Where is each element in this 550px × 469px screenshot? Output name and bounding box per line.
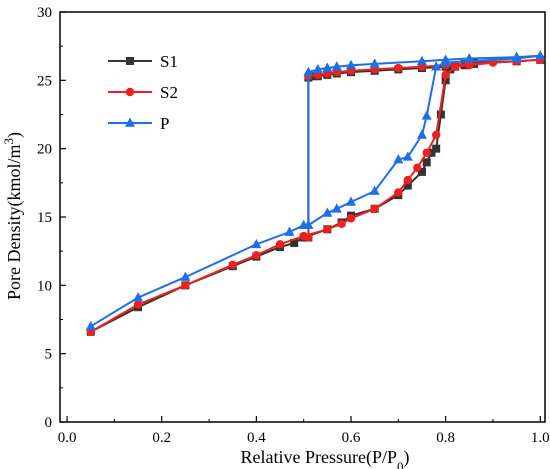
data-point-s1: [290, 238, 299, 247]
data-point-p: [322, 207, 333, 217]
legend-label-s1: S1: [160, 52, 178, 71]
data-point-s1: [427, 148, 436, 157]
data-point-p: [284, 226, 295, 236]
x-axis-title: Relative Pressure(P/P0): [241, 447, 410, 469]
data-point-p: [440, 57, 451, 67]
data-point-p: [431, 61, 442, 71]
data-point-s2: [346, 214, 356, 223]
data-point-p: [535, 50, 546, 60]
x-tick-label: 1.0: [531, 430, 550, 446]
series-line-p: [90, 54, 542, 328]
data-point-s1: [432, 144, 441, 153]
y-tick-label: 10: [37, 278, 52, 294]
legend-marker-p: [125, 117, 135, 127]
data-point-s1: [403, 181, 412, 190]
data-point-s2: [431, 130, 441, 140]
x-tick-label: 0.8: [436, 430, 455, 446]
data-point-p: [416, 129, 427, 139]
data-point-p: [416, 55, 427, 65]
data-point-p: [312, 63, 323, 74]
data-point-p: [85, 320, 96, 331]
legend: S1 S2 P: [108, 52, 178, 133]
data-point-p: [180, 271, 191, 281]
data-point-s2: [181, 281, 190, 290]
data-point-s2: [370, 204, 379, 213]
data-point-s2: [394, 63, 403, 73]
data-point-s1: [417, 167, 426, 176]
data-point-p: [369, 185, 380, 195]
data-point-p: [251, 238, 262, 249]
legend-label-s2: S2: [160, 83, 178, 102]
data-point-p: [331, 61, 342, 71]
data-point-s2: [252, 251, 261, 260]
legend-marker-s2: [125, 87, 135, 97]
series-s2: [86, 55, 545, 336]
plot-frame: [59, 11, 546, 423]
y-tick-label: 5: [45, 347, 53, 363]
data-point-p: [393, 154, 404, 164]
series-line-s1: [90, 58, 542, 333]
x-tick-label: 0.6: [342, 430, 361, 446]
ticks-layer: 0.0 0.2 0.4 0.6 0.8 1.0 0 5 10 15 20 25 30: [37, 5, 550, 446]
data-point-p: [133, 292, 144, 302]
data-point-p: [402, 151, 413, 161]
data-point-s2: [422, 148, 431, 157]
data-point-s1: [446, 65, 455, 74]
data-point-s1: [422, 158, 431, 167]
x-tick-label: 0.2: [152, 430, 171, 446]
data-point-p: [464, 52, 475, 63]
data-point-s2: [133, 300, 143, 309]
legend-marker-s1: [126, 57, 134, 65]
y-tick-label: 20: [37, 142, 52, 158]
data-point-s2: [304, 233, 313, 242]
data-point-p: [421, 110, 432, 120]
x-tick-label: 0.4: [247, 430, 266, 446]
data-point-p: [303, 219, 314, 229]
y-axis-title: Pore Density(kmol/m3): [1, 132, 26, 300]
y-tick-label: 15: [37, 210, 52, 226]
series-line-s2: [90, 58, 542, 333]
y-tick-label: 25: [37, 73, 52, 89]
plot-border: [59, 11, 546, 423]
data-point-s2: [228, 260, 237, 270]
y-tick-label: 30: [37, 5, 52, 21]
y-tick-label: 0: [45, 415, 53, 431]
data-point-s2: [337, 219, 346, 229]
data-point-s2: [275, 240, 285, 249]
data-point-p: [303, 66, 314, 76]
data-point-s2: [394, 188, 403, 197]
series-s1: [86, 55, 545, 336]
legend-label-p: P: [160, 114, 169, 133]
series-p: [85, 50, 546, 331]
data-point-s2: [403, 175, 412, 185]
data-point-p: [346, 59, 356, 70]
data-point-s1: [436, 110, 445, 119]
data-point-p: [322, 62, 333, 72]
data-point-s2: [413, 163, 422, 172]
x-tick-label: 0.0: [58, 430, 77, 446]
data-point-p: [511, 52, 522, 63]
data-point-s1: [470, 58, 479, 67]
data-point-s2: [323, 225, 332, 234]
data-point-s2: [441, 70, 450, 80]
data-point-p: [369, 58, 380, 68]
data-point-s2: [450, 62, 460, 71]
series-layer: [85, 50, 546, 336]
data-point-p: [346, 196, 356, 206]
data-point-p: [331, 203, 342, 213]
